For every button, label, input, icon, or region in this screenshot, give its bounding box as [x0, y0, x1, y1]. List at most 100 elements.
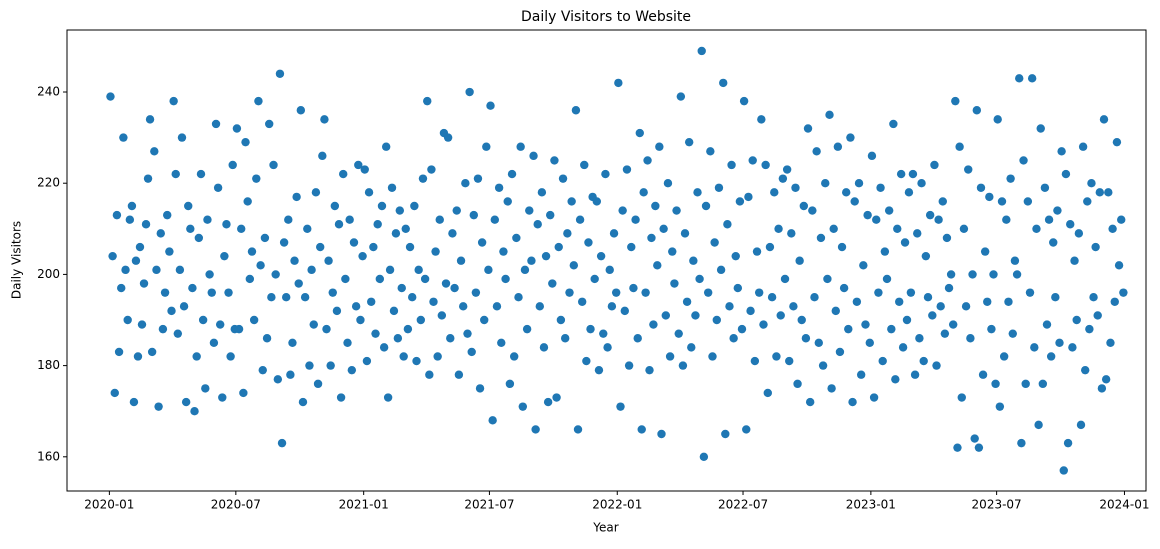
- data-point: [689, 256, 698, 265]
- data-point: [292, 192, 301, 202]
- data-point: [558, 174, 568, 183]
- data-point: [1021, 379, 1030, 389]
- data-point: [403, 324, 413, 334]
- data-point: [469, 210, 478, 220]
- data-point: [215, 320, 225, 329]
- data-point: [693, 188, 702, 197]
- data-point: [165, 247, 174, 256]
- data-point: [393, 334, 403, 343]
- data-point: [339, 169, 348, 179]
- data-point: [543, 397, 553, 407]
- data-point: [224, 288, 233, 297]
- data-point: [277, 438, 287, 448]
- data-point: [1053, 206, 1062, 215]
- data-point: [867, 151, 877, 161]
- data-point: [220, 251, 229, 261]
- data-point: [397, 283, 406, 293]
- data-point: [414, 265, 423, 275]
- data-point: [341, 274, 350, 284]
- data-point: [1099, 115, 1109, 124]
- data-point: [554, 242, 563, 252]
- data-point: [484, 265, 493, 275]
- x-tick-label: 2021-07: [464, 498, 514, 512]
- data-point: [179, 302, 189, 311]
- data-point: [657, 429, 666, 439]
- data-point: [823, 274, 832, 284]
- data-point: [360, 165, 369, 174]
- data-point: [928, 311, 937, 320]
- data-point: [797, 315, 806, 325]
- data-point: [531, 425, 540, 434]
- data-point: [313, 379, 323, 389]
- data-point: [1101, 375, 1111, 384]
- data-point: [188, 283, 197, 293]
- data-point: [336, 393, 346, 402]
- data-point: [852, 297, 862, 306]
- data-point: [1046, 352, 1056, 361]
- data-point: [754, 288, 764, 297]
- data-point: [699, 452, 709, 462]
- data-point: [624, 361, 634, 370]
- data-point: [917, 179, 926, 188]
- data-point: [592, 197, 602, 206]
- data-point: [861, 320, 870, 329]
- data-point: [184, 201, 193, 211]
- x-tick-label: 2023-07: [972, 498, 1022, 512]
- data-point: [334, 220, 344, 229]
- data-point: [252, 174, 261, 183]
- data-point: [633, 334, 642, 343]
- data-point: [499, 247, 508, 256]
- data-point: [294, 279, 303, 288]
- data-point: [1027, 74, 1037, 83]
- data-point: [465, 87, 474, 97]
- data-point: [997, 197, 1007, 206]
- data-point: [932, 361, 941, 370]
- data-point: [505, 379, 515, 389]
- data-point: [443, 133, 453, 142]
- data-point: [137, 320, 147, 329]
- data-point: [1104, 188, 1113, 197]
- data-point: [1076, 420, 1086, 430]
- data-point: [1117, 215, 1126, 224]
- data-point: [373, 220, 382, 229]
- data-point: [226, 352, 235, 361]
- data-point: [594, 365, 604, 375]
- x-tick-label: 2022-07: [718, 498, 768, 512]
- data-point: [770, 188, 779, 197]
- data-point: [661, 311, 670, 320]
- data-point: [842, 188, 851, 197]
- data-point: [106, 92, 115, 101]
- data-point: [620, 306, 630, 316]
- data-point: [418, 174, 428, 183]
- data-point: [377, 201, 387, 211]
- data-point: [477, 238, 487, 247]
- data-point: [752, 247, 762, 256]
- data-point: [320, 115, 329, 124]
- data-point: [742, 425, 751, 434]
- data-point: [818, 361, 828, 370]
- data-point: [614, 78, 623, 88]
- data-point: [972, 106, 982, 115]
- data-point: [596, 251, 606, 261]
- data-point: [761, 160, 770, 170]
- data-point: [1070, 256, 1079, 265]
- data-point: [940, 329, 950, 338]
- data-point: [529, 151, 538, 161]
- data-point: [795, 256, 804, 265]
- data-point: [110, 388, 119, 398]
- data-point: [603, 343, 612, 352]
- data-point: [827, 384, 836, 393]
- data-point: [896, 169, 906, 179]
- data-point: [906, 288, 916, 297]
- data-point: [160, 288, 170, 297]
- data-point: [509, 352, 519, 361]
- data-point: [471, 288, 481, 297]
- data-point: [1068, 343, 1077, 352]
- data-point: [703, 288, 713, 297]
- data-point: [135, 242, 145, 252]
- data-point: [267, 293, 276, 302]
- data-point: [389, 306, 399, 316]
- data-point: [408, 293, 417, 302]
- data-point: [1032, 224, 1041, 234]
- data-point: [701, 201, 711, 211]
